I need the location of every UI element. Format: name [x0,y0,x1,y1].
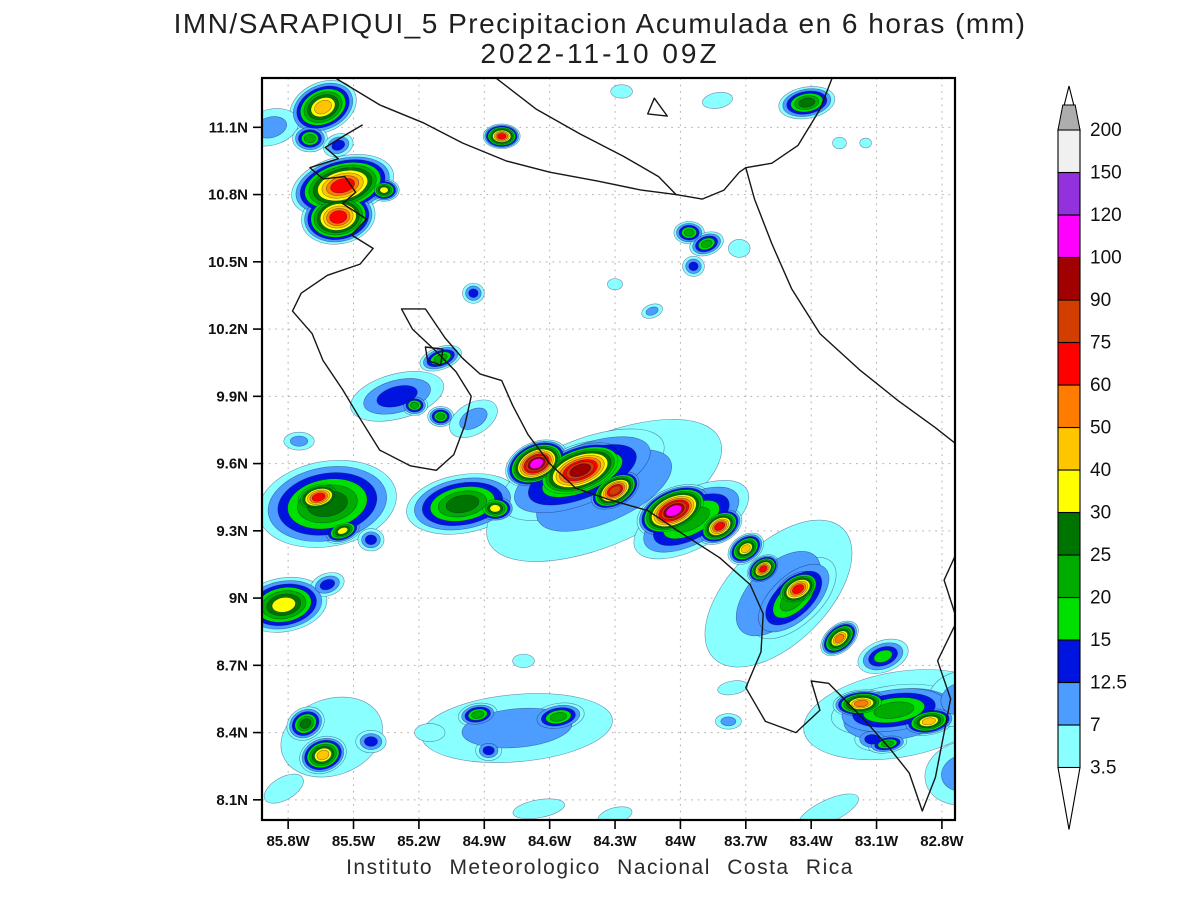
axis-label: 15 [1090,630,1111,651]
colorbar-band [1057,384,1081,429]
axis-label: 8.7N [216,657,248,674]
axis-label: 150 [1090,163,1122,184]
colorbar-band [1057,639,1081,684]
axis-label: 9.3N [216,523,248,540]
axis-label: 40 [1090,460,1111,481]
axis-label: 30 [1090,503,1111,524]
axis-label: 11.1N [209,119,248,136]
axis-label: 10.2N [208,321,248,338]
colorbar-band [1057,341,1081,386]
colorbar-band [1057,554,1081,599]
colorbar-band [1057,214,1081,259]
axis-label: 100 [1090,248,1122,269]
colorbar-band [1057,129,1081,174]
colorbar: 3.5 7 12.5 15 20 25 30 40 50 60 75 90 100 120 150 200 [1057,85,1127,830]
axis-label: 84.6W [528,833,572,850]
colorbar-band [1057,681,1081,726]
axis-label: 84.9W [463,833,507,850]
plot-frame [260,76,957,822]
axis-label: 60 [1090,375,1111,396]
axis-label: 85.2W [397,833,441,850]
precipitation-field [262,80,955,820]
axis-label: 9N [229,590,248,607]
axis-label: 84.3W [593,833,637,850]
axis-label: 83.7W [724,833,768,850]
chart-title: IMN/SARAPIQUI_5 Precipitacion Acumulada … [173,8,1027,39]
axis-label: 20 [1090,588,1111,609]
colorbar-band [1057,724,1081,769]
axis-label: 10.8N [208,187,248,204]
axis-label: 10.5N [208,254,248,271]
axes: 85.8W 85.5W 85.2W 84.9W 84.6W 84.3W 84W 83.7W 83… [208,119,964,850]
axis-label: 12.5 [1090,673,1127,694]
colorbar-band [1057,256,1081,301]
axis-label: 83.1W [855,833,899,850]
map-path-chira_island [424,346,444,366]
axis-label: 85.5W [332,833,376,850]
axis-label: 8.4N [216,725,248,742]
axis-label: 90 [1090,290,1111,311]
axis-label: 25 [1090,545,1111,566]
colorbar-band [1057,171,1081,216]
colorbar-band [1057,511,1081,556]
axis-label: 9.9N [216,388,248,405]
colorbar-band [1057,469,1081,514]
axis-label: 85.8W [266,833,310,850]
axis-label: 83.4W [789,833,833,850]
axis-label: 75 [1090,333,1111,354]
map-path-panama_border [936,507,955,700]
axis-label: 9.6N [216,456,248,473]
axis-label: 120 [1090,205,1122,226]
coastline [291,78,955,812]
colorbar-under-arrow [1057,766,1081,830]
map-path-lake_nicaragua_shore [494,78,677,196]
map-path-nicaragua_coast_line [333,78,677,196]
map-path-san_juan_river [675,167,747,200]
axis-label: 200 [1090,120,1122,141]
axis-label: 50 [1090,418,1111,439]
colorbar-band [1057,426,1081,471]
map-path-lake_island [647,97,668,117]
axis-label: 3.5 [1090,758,1116,779]
map-path-caribbean_coast [745,78,955,445]
axis-label: 84W [665,833,697,850]
chart-footer: Instituto Meteorologico Nacional Costa R… [346,856,854,879]
axis-label: 82.8W [920,833,964,850]
colorbar-band [1057,596,1081,641]
chart-subtitle: 2022-11-10 09Z [480,38,720,69]
axis-label: 8.1N [216,792,248,809]
colorbar-band [1057,299,1081,344]
map-path-pacific_coast [291,124,952,812]
axis-label: 7 [1090,715,1101,736]
